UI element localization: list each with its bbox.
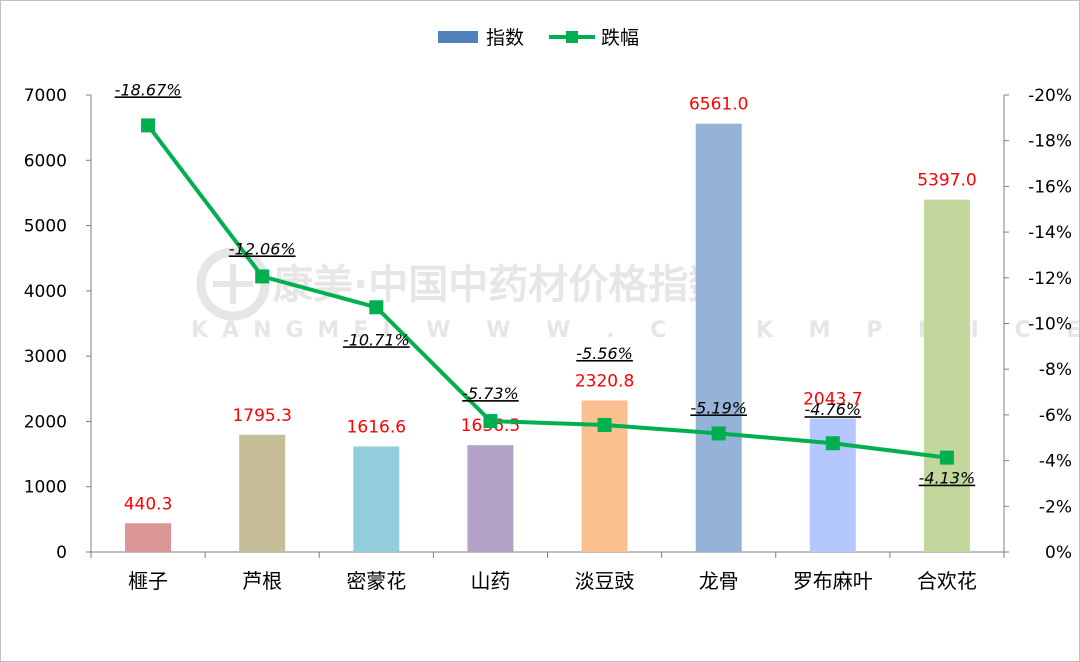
watermark-logo-icon bbox=[196, 247, 270, 321]
left-axis-tick-label: 6000 bbox=[24, 151, 67, 171]
decline-value-label: -5.19% bbox=[690, 398, 747, 417]
x-axis-category-label: 密蒙花 bbox=[346, 569, 406, 593]
bar-value-label: 440.3 bbox=[124, 494, 173, 514]
legend-label-index: 指数 bbox=[486, 27, 524, 49]
legend: 指数 跌幅 bbox=[438, 27, 639, 49]
x-axis-category-label: 罗布麻叶 bbox=[793, 569, 873, 593]
bar bbox=[353, 446, 400, 552]
decline-value-label: -10.71% bbox=[343, 330, 410, 349]
right-axis-tick-label: -20% bbox=[1028, 86, 1072, 106]
watermark-main-text: 康美·中国中药材价格指数 bbox=[273, 262, 728, 308]
bar-value-label: 1795.3 bbox=[232, 406, 291, 426]
x-axis-category-label: 合欢花 bbox=[917, 569, 977, 593]
bar bbox=[125, 523, 172, 552]
decline-marker bbox=[711, 426, 726, 441]
bar-series bbox=[125, 123, 970, 552]
bar bbox=[923, 199, 970, 552]
line-series bbox=[141, 118, 954, 465]
bar-value-label: 6561.0 bbox=[689, 95, 748, 115]
right-axis-tick-label: -12% bbox=[1028, 269, 1072, 289]
decline-marker bbox=[255, 269, 270, 284]
decline-value-label: -4.76% bbox=[805, 400, 862, 419]
left-axis-tick-label: 5000 bbox=[24, 217, 67, 237]
bar bbox=[239, 434, 286, 552]
legend-marker-decline bbox=[566, 31, 578, 43]
decline-marker bbox=[369, 300, 384, 315]
left-axis-tick-label: 2000 bbox=[24, 412, 67, 432]
x-axis-category-label: 芦根 bbox=[242, 569, 282, 593]
decline-marker bbox=[483, 414, 498, 429]
legend-swatch-index bbox=[438, 31, 478, 43]
bar bbox=[467, 445, 514, 552]
right-axis-tick-label: -2% bbox=[1039, 497, 1072, 517]
right-axis-ticks: 0% -2% -4% -6% -8% -10% -12% -14% -16% -18% -20% bbox=[1004, 86, 1072, 563]
decline-marker bbox=[825, 436, 840, 451]
left-axis-tick-label: 4000 bbox=[24, 282, 67, 302]
legend-label-decline: 跌幅 bbox=[601, 27, 639, 49]
line-data-labels: -18.67% -12.06% -10.71% -5.73% -5.56% -5.19% -… bbox=[115, 80, 976, 487]
bar-value-label: 2043.7 bbox=[803, 390, 862, 410]
right-axis-tick-label: -8% bbox=[1039, 360, 1072, 380]
left-axis-ticks: 0 1000 2000 3000 4000 5000 6000 7000 bbox=[24, 86, 91, 563]
bar bbox=[695, 123, 742, 552]
x-axis-ticks: 榧子 芦根 密蒙花 山药 淡豆豉 龙骨 罗布麻叶 合欢花 bbox=[90, 552, 1005, 593]
decline-value-label: -12.06% bbox=[229, 239, 296, 258]
bar-value-label: 2320.8 bbox=[575, 371, 634, 391]
right-axis-tick-label: -10% bbox=[1028, 315, 1072, 335]
decline-value-label: -18.67% bbox=[115, 80, 182, 99]
x-axis-category-label: 榧子 bbox=[128, 569, 168, 593]
decline-value-label: -5.73% bbox=[462, 384, 519, 403]
bar-value-label: 1616.6 bbox=[347, 417, 406, 437]
right-axis-tick-label: 0% bbox=[1045, 543, 1072, 563]
right-axis-tick-label: -14% bbox=[1028, 223, 1072, 243]
decline-marker bbox=[141, 118, 156, 133]
decline-marker bbox=[939, 450, 954, 465]
left-axis-tick-label: 7000 bbox=[24, 86, 67, 106]
right-axis-tick-label: -4% bbox=[1039, 452, 1072, 472]
right-axis-tick-label: -18% bbox=[1028, 132, 1072, 152]
left-axis-tick-label: 1000 bbox=[24, 478, 67, 498]
right-axis-tick-label: -6% bbox=[1039, 406, 1072, 426]
decline-value-label: -4.13% bbox=[919, 469, 976, 488]
decline-marker bbox=[597, 417, 612, 432]
left-axis-tick-label: 3000 bbox=[24, 347, 67, 367]
left-axis-tick-label: 0 bbox=[56, 543, 67, 563]
decline-value-label: -5.56% bbox=[576, 344, 633, 363]
x-axis-category-label: 山药 bbox=[470, 569, 510, 593]
bar-value-label: 5397.0 bbox=[917, 171, 976, 191]
decline-line bbox=[146, 124, 948, 460]
right-axis-tick-label: -16% bbox=[1028, 177, 1072, 197]
x-axis-category-label: 龙骨 bbox=[699, 569, 739, 593]
x-axis-category-label: 淡豆豉 bbox=[575, 569, 635, 593]
